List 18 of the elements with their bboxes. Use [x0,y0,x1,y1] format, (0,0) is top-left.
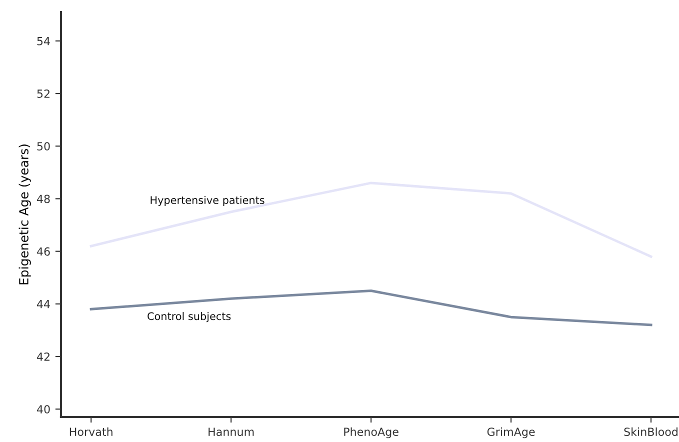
y-tick-label: 46 [36,247,50,256]
y-tick-label: 54 [37,37,50,46]
y-tick-label: 40 [36,405,50,414]
y-tick-label: 44 [36,300,50,308]
x-tick-label: Horvath [70,427,112,436]
y-tick-label: 52 [37,90,50,98]
series-label: Hypertensive patients [150,196,264,206]
y-tick-label: 42 [36,352,50,361]
y-tick-label: 48 [36,194,50,204]
x-tick-label: SkinBlood [624,427,678,436]
y-axis-title: Epigenetic Age (years) [18,144,31,284]
x-tick-label: Hannum [208,428,254,436]
y-tick-label: 50 [37,142,50,151]
x-tick-label: PhenoAge [344,427,398,438]
x-tick-label: GrimAge [487,427,535,438]
series-label: Control subjects [148,312,231,322]
line-series [90,182,652,258]
line-series [90,290,652,326]
